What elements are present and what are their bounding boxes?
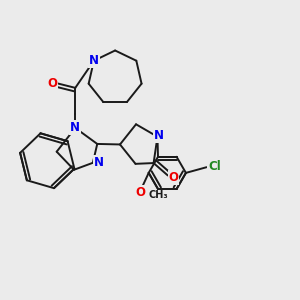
Text: Cl: Cl <box>208 160 221 173</box>
Text: O: O <box>47 77 57 90</box>
Text: N: N <box>70 122 80 134</box>
Text: CH₃: CH₃ <box>149 190 168 200</box>
Text: N: N <box>154 129 164 142</box>
Text: N: N <box>89 54 99 67</box>
Text: N: N <box>94 156 103 169</box>
Text: O: O <box>169 171 178 184</box>
Text: O: O <box>135 186 146 199</box>
